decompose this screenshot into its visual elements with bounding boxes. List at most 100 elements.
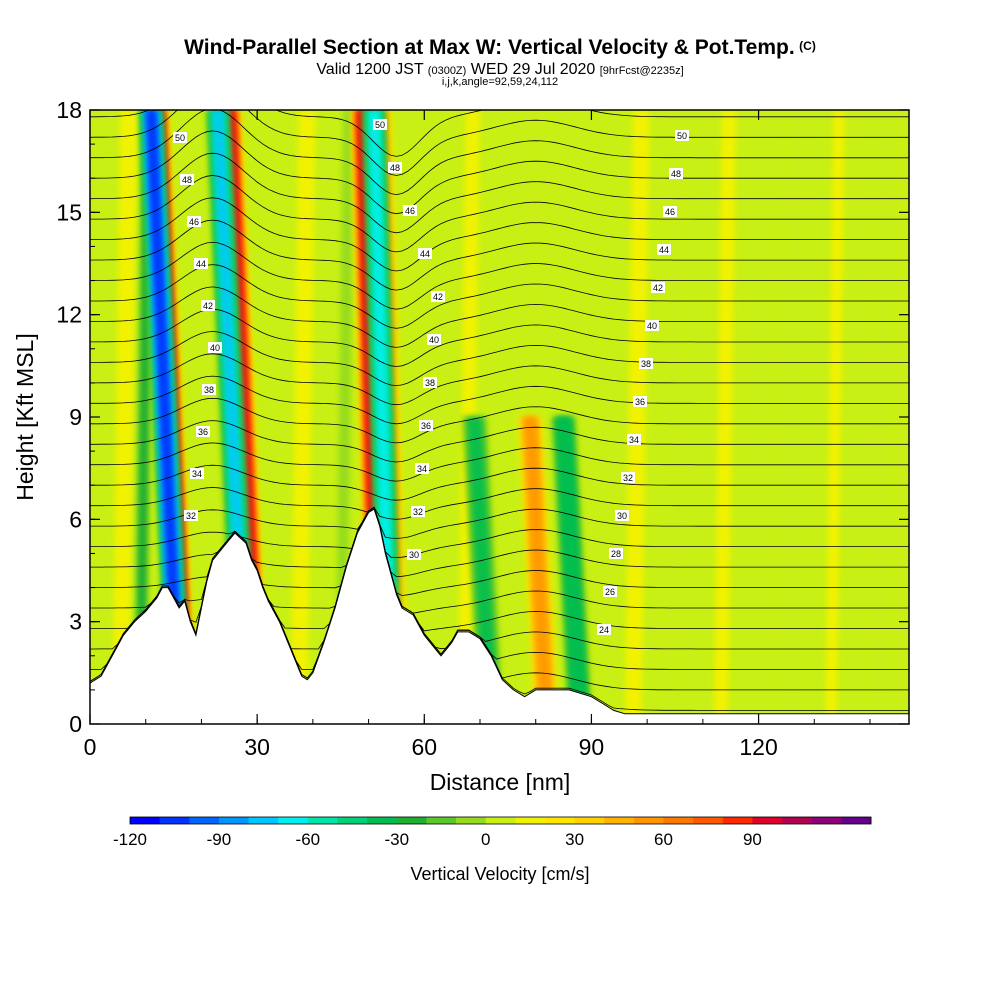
isotherm-label-bg: [173, 132, 187, 143]
y-axis-label: Height [Kft MSL]: [12, 333, 38, 500]
isotherm-label: 36: [635, 397, 645, 407]
isotherm-label-bg: [423, 377, 437, 388]
x-axis-label: Distance [nm]: [430, 769, 571, 795]
colorbar-swatch: [485, 817, 516, 824]
isotherm-label: 30: [409, 550, 419, 560]
colorbar-swatch: [218, 817, 250, 824]
isentrope-line: [90, 152, 909, 234]
isotherm-label: 30: [617, 511, 627, 521]
colorbar-tick-label: 60: [654, 830, 673, 849]
isotherm-label: 46: [665, 207, 675, 217]
weak-motion-band: [624, 110, 650, 724]
isotherm-label: 40: [647, 321, 657, 331]
isotherm-label-bg: [615, 510, 629, 521]
colorbar-swatch: [367, 817, 398, 824]
isotherm-label-bg: [202, 384, 216, 395]
isotherm-label: 50: [175, 133, 185, 143]
isotherm-label-bg: [194, 258, 208, 269]
x-tick-label: 30: [244, 734, 270, 760]
isotherm-label-bg: [597, 624, 611, 635]
isentrope-line: [90, 506, 909, 558]
isotherm-label: 32: [413, 507, 423, 517]
isotherm-label: 38: [204, 385, 214, 395]
colorbar-swatch: [841, 817, 872, 824]
y-tick-label: 9: [69, 404, 82, 430]
colorbar-swatch: [189, 817, 220, 824]
colorbar-swatch: [159, 817, 190, 824]
isotherm-label: 40: [210, 343, 220, 353]
isotherm-label-bg: [196, 426, 210, 437]
isotherm-label: 38: [425, 378, 435, 388]
isentrope-line: [90, 442, 909, 482]
isotherm-label: 32: [623, 473, 633, 483]
colorbar-tick-label: -90: [207, 830, 232, 849]
isentrope-line: [90, 353, 909, 406]
downdraft-core: [557, 417, 587, 724]
isentrope-line: [90, 308, 909, 367]
colorbar-label: Vertical Velocity [cm/s]: [410, 864, 589, 884]
isotherm-label: 48: [671, 169, 681, 179]
isotherm-label: 24: [599, 625, 609, 635]
isotherm-label-bg: [621, 472, 635, 483]
y-tick-label: 0: [69, 711, 82, 737]
colorbar-swatch: [574, 817, 605, 824]
isentrope-line: [90, 286, 909, 348]
isentrope-line: [90, 420, 909, 463]
colorbar-swatch: [278, 817, 309, 824]
isotherm-label: 26: [605, 587, 615, 597]
chart-title-tag: (C): [799, 39, 816, 53]
isotherm-label-bg: [609, 548, 623, 559]
colorbar-swatch: [752, 817, 783, 824]
downdraft-core: [466, 417, 499, 724]
forecast-tag: [9hrFcst@2235z]: [599, 65, 684, 77]
chart-title: Wind-Parallel Section at Max W: Vertical…: [184, 36, 795, 59]
colorbar-frame: [129, 816, 872, 825]
isotherm-label: 48: [182, 175, 192, 185]
isotherm-label: 34: [629, 435, 639, 445]
isentrope-line: [90, 110, 909, 157]
weak-motion-band: [714, 110, 736, 724]
isotherm-label-bg: [603, 586, 617, 597]
isentrope-line: [90, 175, 909, 253]
weak-motion-band: [663, 110, 683, 724]
params-line: i,j,k,angle=92,59,24,112: [0, 76, 1000, 88]
colorbar-swatch: [396, 817, 427, 824]
isentrope-line: [90, 506, 909, 539]
isentrope-line: [90, 110, 909, 176]
isotherm-label-bg: [180, 174, 194, 185]
colorbar-swatch: [544, 817, 576, 824]
isotherm-label: 34: [192, 469, 202, 479]
x-tick-label: 60: [411, 734, 437, 760]
weak-motion-band: [870, 110, 895, 724]
isentrope-line: [90, 375, 909, 425]
isentrope-line: [90, 130, 909, 215]
colorbar-tick-label: -120: [113, 830, 147, 849]
isentrope-line: [90, 241, 909, 310]
isotherm-label-bg: [403, 205, 417, 216]
isotherm-label-bg: [627, 434, 641, 445]
isotherm-label-bg: [419, 420, 433, 431]
isotherm-label: 42: [653, 283, 663, 293]
colorbar-tick-label: -60: [296, 830, 321, 849]
isotherm-label: 32: [186, 511, 196, 521]
isentrope-line: [90, 464, 909, 501]
section-params: i,j,k,angle=92,59,24,112: [441, 76, 559, 88]
isotherm-label-bg: [407, 549, 421, 560]
isotherm-label: 36: [421, 421, 431, 431]
isotherm-label: 36: [198, 427, 208, 437]
y-tick-label: 18: [56, 97, 82, 123]
vertical-velocity-colorbar: -120 -90 -60 -30 0 30 60 90: [113, 816, 872, 849]
colorbar-swatch: [130, 817, 161, 824]
colorbar-swatch: [248, 817, 279, 824]
isotherm-label-bg: [187, 216, 201, 227]
isotherm-label: 46: [189, 217, 199, 227]
isotherm-label: 42: [433, 292, 443, 302]
chart-title-line: Wind-Parallel Section at Max W: Vertical…: [0, 36, 1000, 60]
isotherm-label-bg: [651, 282, 665, 293]
colorbar-tick-label: 90: [743, 830, 762, 849]
colorbar-swatch: [426, 817, 457, 824]
isotherm-label-bg: [190, 468, 204, 479]
x-tick-label: 90: [579, 734, 605, 760]
colorbar-swatch: [515, 817, 546, 824]
